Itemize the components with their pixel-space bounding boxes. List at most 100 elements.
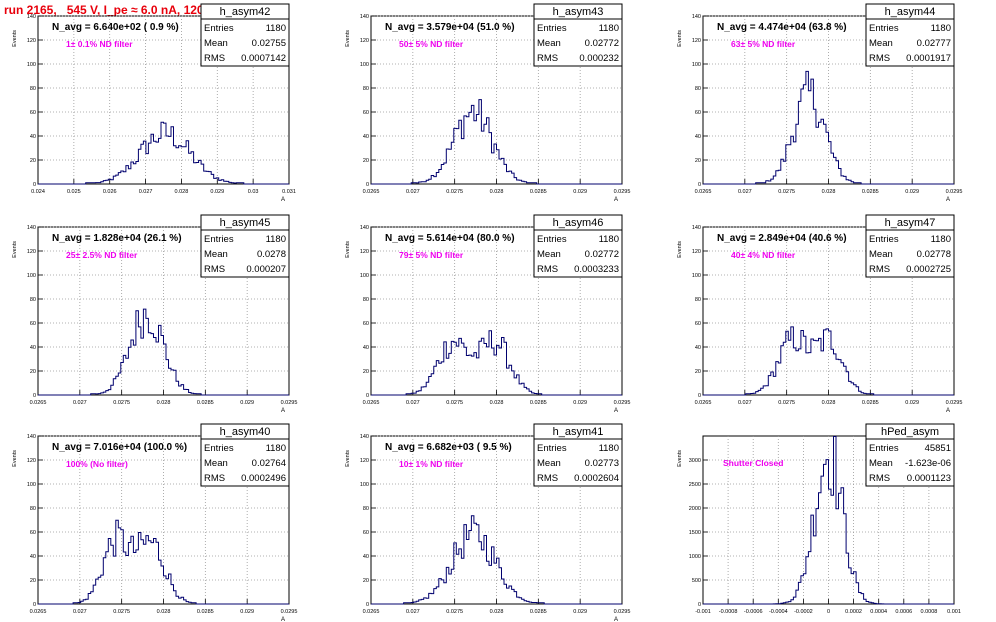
y-tick-label: 0: [698, 182, 701, 188]
x-tick-label: 0.0285: [862, 189, 879, 195]
x-tick-label: 0.0275: [778, 400, 795, 406]
x-tick-label: 0.027: [139, 189, 153, 195]
x-tick-label: 0.028: [822, 189, 836, 195]
navg-label: N_avg = 2.849e+04 (40.6 %): [717, 233, 847, 244]
x-tick-label: 0.0265: [695, 400, 712, 406]
stats-rms-label: RMS: [869, 264, 890, 275]
y-tick-label: 20: [30, 578, 36, 584]
stats-rms-label: RMS: [537, 264, 558, 275]
stats-mean-label: Mean: [537, 458, 561, 469]
y-tick-label: 100: [27, 62, 36, 68]
histogram-panel-h_asym41: 0 20 40 60 80 100 120 140 0.0265 0.027 0.0275 0.028…: [345, 423, 631, 622]
stats-entries-label: Entries: [869, 443, 899, 454]
y-tick-label: 140: [27, 434, 36, 440]
x-tick-label: 0.0295: [946, 189, 963, 195]
x-tick-label: 0.028: [157, 609, 171, 615]
x-tick-label: 0.0002: [845, 609, 862, 615]
x-tick-label: 0.0285: [530, 189, 547, 195]
y-tick-label: 500: [692, 578, 701, 584]
x-tick-label: 0.027: [73, 400, 87, 406]
histogram-panel-h_asym47: 0 20 40 60 80 100 120 140 0.0265 0.027 0.0275 0.028…: [677, 214, 963, 414]
stats-entries-value: 1180: [266, 234, 286, 245]
navg-label: N_avg = 6.682e+03 ( 9.5 %): [385, 442, 512, 453]
x-tick-label: 0.031: [282, 189, 296, 195]
y-tick-label: 80: [695, 86, 701, 92]
y-tick-label: 40: [363, 134, 369, 140]
stats-rms-value: 0.0002725: [906, 264, 951, 275]
x-tick-label: 0.0295: [614, 609, 631, 615]
y-tick-label: 0: [366, 393, 369, 399]
x-tick-label: 0.03: [248, 189, 259, 195]
filter-label: 1± 0.1% ND filter: [66, 39, 133, 49]
stats-title: h_asym41: [553, 426, 604, 438]
y-tick-label: 140: [692, 14, 701, 20]
y-tick-label: 0: [33, 602, 36, 608]
x-tick-label: 0.0275: [113, 609, 130, 615]
y-tick-label: 100: [692, 273, 701, 279]
stats-box: [200, 3, 290, 67]
stats-entries-label: Entries: [869, 234, 899, 245]
x-tick-label: 0.0285: [862, 400, 879, 406]
x-tick-label: 0.0265: [363, 400, 380, 406]
y-axis-title: Events: [677, 241, 683, 258]
x-tick-label: 0.0295: [946, 400, 963, 406]
x-tick-label: 0.0275: [778, 189, 795, 195]
histogram-panel-h_asym42: 0 20 40 60 80 100 120 140 0.024 0.025 0.026 0.027 0.…: [12, 3, 296, 203]
histogram-line: [371, 515, 622, 605]
x-tick-label: 0.028: [157, 400, 171, 406]
stats-rms-value: 0.0007142: [241, 53, 286, 64]
navg-label: N_avg = 1.828e+04 (26.1 %): [52, 233, 182, 244]
histogram-line: [703, 436, 954, 605]
y-tick-label: 120: [360, 38, 369, 44]
y-tick-label: 60: [363, 530, 369, 536]
stats-entries-label: Entries: [869, 23, 899, 34]
x-axis-title: A: [614, 617, 618, 622]
stats-entries-label: Entries: [204, 443, 234, 454]
y-tick-label: 80: [30, 506, 36, 512]
y-tick-label: 100: [27, 273, 36, 279]
y-tick-label: 40: [30, 554, 36, 560]
stats-entries-value: 45851: [925, 443, 951, 454]
navg-label: N_avg = 6.640e+02 ( 0.9 %): [52, 22, 179, 33]
stats-title: h_asym45: [220, 217, 271, 229]
x-tick-label: 0.025: [67, 189, 81, 195]
y-tick-label: 80: [30, 297, 36, 303]
x-axis-title: A: [946, 197, 950, 203]
x-tick-label: 0.029: [905, 189, 919, 195]
y-tick-label: 40: [30, 134, 36, 140]
y-tick-label: 60: [363, 321, 369, 327]
stats-box: [865, 3, 955, 67]
histogram-line: [371, 99, 622, 185]
stats-mean-value: 0.02777: [917, 38, 951, 49]
stats-mean-value: 0.02755: [252, 38, 286, 49]
stats-entries-value: 1180: [266, 23, 286, 34]
x-axis-title: A: [281, 197, 285, 203]
stats-mean-value: 0.02778: [917, 249, 951, 260]
stats-mean-value: 0.0278: [257, 249, 286, 260]
filter-label: 63± 5% ND filter: [731, 39, 796, 49]
x-tick-label: 0.0285: [197, 400, 214, 406]
filter-label: 100% (No filter): [66, 459, 128, 469]
stats-rms-label: RMS: [869, 473, 890, 484]
y-tick-label: 40: [363, 345, 369, 351]
stats-rms-label: RMS: [204, 53, 225, 64]
y-axis-title: Events: [345, 450, 351, 467]
stats-entries-label: Entries: [204, 234, 234, 245]
y-tick-label: 120: [692, 249, 701, 255]
stats-entries-value: 1180: [931, 234, 951, 245]
stats-rms-label: RMS: [204, 473, 225, 484]
x-tick-label: 0.027: [73, 609, 87, 615]
x-tick-label: 0.024: [31, 189, 45, 195]
stats-entries-value: 1180: [266, 443, 286, 454]
x-tick-label: 0.026: [103, 189, 117, 195]
filter-label: 79± 5% ND filter: [399, 250, 464, 260]
x-tick-label: 0.029: [573, 609, 587, 615]
x-tick-label: 0.0285: [197, 609, 214, 615]
stats-title: h_asym40: [220, 426, 271, 438]
filter-label: 25± 2.5% ND filter: [66, 250, 138, 260]
x-tick-label: 0.027: [738, 400, 752, 406]
stats-entries-label: Entries: [537, 443, 567, 454]
y-tick-label: 80: [363, 297, 369, 303]
y-tick-label: 140: [692, 225, 701, 231]
y-tick-label: 80: [363, 506, 369, 512]
